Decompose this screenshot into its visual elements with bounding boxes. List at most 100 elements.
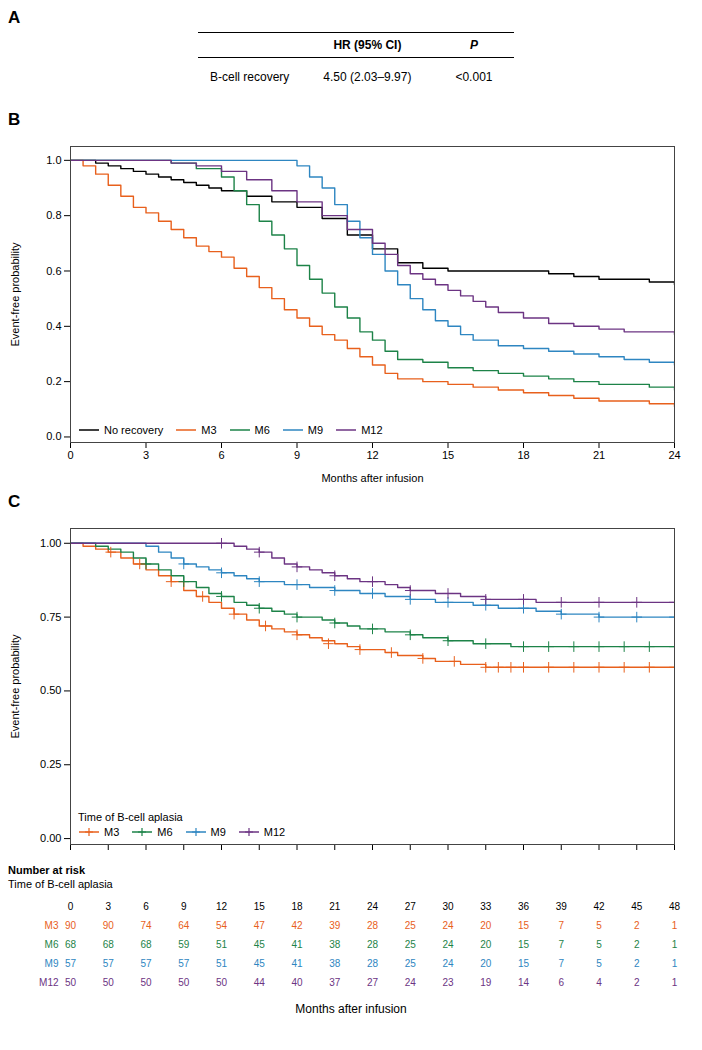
svg-text:37: 37 <box>329 977 341 988</box>
svg-text:21: 21 <box>593 449 605 461</box>
svg-text:41: 41 <box>291 939 303 950</box>
svg-text:15: 15 <box>518 958 530 969</box>
svg-text:3: 3 <box>143 449 149 461</box>
svg-text:50: 50 <box>178 977 190 988</box>
svg-text:50: 50 <box>140 977 152 988</box>
svg-text:28: 28 <box>367 958 379 969</box>
svg-text:9: 9 <box>181 901 187 912</box>
svg-text:2: 2 <box>634 958 640 969</box>
svg-text:24: 24 <box>367 901 379 912</box>
svg-text:1: 1 <box>672 977 678 988</box>
svg-text:0.0: 0.0 <box>46 430 61 442</box>
svg-text:24: 24 <box>668 449 680 461</box>
svg-text:Event-free probability: Event-free probability <box>9 634 21 738</box>
svg-text:Months after infusion: Months after infusion <box>321 472 423 484</box>
svg-text:24: 24 <box>442 920 454 931</box>
svg-text:6: 6 <box>143 901 149 912</box>
svg-text:90: 90 <box>65 920 77 931</box>
svg-text:0.6: 0.6 <box>46 265 61 277</box>
svg-text:0: 0 <box>67 449 73 461</box>
svg-text:0.2: 0.2 <box>46 375 61 387</box>
svg-text:0: 0 <box>68 901 74 912</box>
svg-text:28: 28 <box>367 920 379 931</box>
svg-text:28: 28 <box>367 939 379 950</box>
svg-text:45: 45 <box>254 939 266 950</box>
svg-text:0.50: 0.50 <box>40 684 61 696</box>
svg-text:36: 36 <box>518 901 530 912</box>
svg-text:25: 25 <box>405 920 417 931</box>
svg-text:7: 7 <box>558 939 564 950</box>
svg-text:4: 4 <box>596 977 602 988</box>
svg-text:7: 7 <box>558 920 564 931</box>
svg-text:41: 41 <box>291 958 303 969</box>
svg-text:57: 57 <box>140 958 152 969</box>
svg-text:42: 42 <box>593 901 605 912</box>
svg-text:M9: M9 <box>45 958 59 969</box>
svg-text:90: 90 <box>103 920 115 931</box>
svg-text:0.75: 0.75 <box>40 611 61 623</box>
svg-text:2: 2 <box>634 977 640 988</box>
svg-text:74: 74 <box>140 920 152 931</box>
svg-text:Event-free probability: Event-free probability <box>9 242 21 346</box>
svg-text:12: 12 <box>216 901 228 912</box>
svg-text:57: 57 <box>65 958 77 969</box>
svg-text:48: 48 <box>669 901 681 912</box>
svg-text:7: 7 <box>558 958 564 969</box>
svg-text:20: 20 <box>480 958 492 969</box>
svg-text:25: 25 <box>405 958 417 969</box>
svg-text:57: 57 <box>178 958 190 969</box>
svg-text:2: 2 <box>634 939 640 950</box>
svg-text:39: 39 <box>329 920 341 931</box>
svg-text:5: 5 <box>596 920 602 931</box>
svg-text:38: 38 <box>329 939 341 950</box>
svg-text:M3: M3 <box>45 920 59 931</box>
svg-text:0.25: 0.25 <box>40 758 61 770</box>
svg-text:39: 39 <box>556 901 568 912</box>
svg-text:20: 20 <box>480 920 492 931</box>
svg-text:1.0: 1.0 <box>46 154 61 166</box>
svg-text:M12: M12 <box>39 977 59 988</box>
svg-text:6: 6 <box>558 977 564 988</box>
svg-text:12: 12 <box>366 449 378 461</box>
svg-text:59: 59 <box>178 939 190 950</box>
svg-text:1: 1 <box>672 939 678 950</box>
svg-text:18: 18 <box>517 449 529 461</box>
svg-text:44: 44 <box>254 977 266 988</box>
svg-text:50: 50 <box>103 977 115 988</box>
svg-text:3: 3 <box>105 901 111 912</box>
svg-text:45: 45 <box>631 901 643 912</box>
svg-text:24: 24 <box>405 977 417 988</box>
svg-text:68: 68 <box>65 939 77 950</box>
svg-text:1: 1 <box>672 958 678 969</box>
svg-text:15: 15 <box>518 939 530 950</box>
svg-text:42: 42 <box>291 920 303 931</box>
svg-text:0.8: 0.8 <box>46 209 61 221</box>
svg-text:33: 33 <box>480 901 492 912</box>
svg-text:68: 68 <box>103 939 115 950</box>
svg-text:25: 25 <box>405 939 417 950</box>
svg-text:64: 64 <box>178 920 190 931</box>
svg-text:5: 5 <box>596 939 602 950</box>
svg-text:2: 2 <box>634 920 640 931</box>
svg-text:19: 19 <box>480 977 492 988</box>
svg-text:30: 30 <box>442 901 454 912</box>
svg-text:15: 15 <box>518 920 530 931</box>
svg-text:15: 15 <box>442 449 454 461</box>
svg-text:45: 45 <box>254 958 266 969</box>
svg-text:24: 24 <box>442 958 454 969</box>
svg-text:51: 51 <box>216 939 228 950</box>
svg-text:54: 54 <box>216 920 228 931</box>
svg-text:6: 6 <box>218 449 224 461</box>
svg-text:23: 23 <box>442 977 454 988</box>
svg-text:68: 68 <box>140 939 152 950</box>
svg-text:50: 50 <box>216 977 228 988</box>
svg-text:24: 24 <box>442 939 454 950</box>
svg-text:38: 38 <box>329 958 341 969</box>
svg-text:18: 18 <box>291 901 303 912</box>
svg-text:14: 14 <box>518 977 530 988</box>
svg-text:0.4: 0.4 <box>46 320 61 332</box>
svg-text:1: 1 <box>672 920 678 931</box>
svg-text:9: 9 <box>294 449 300 461</box>
svg-text:M6: M6 <box>45 939 59 950</box>
svg-text:51: 51 <box>216 958 228 969</box>
